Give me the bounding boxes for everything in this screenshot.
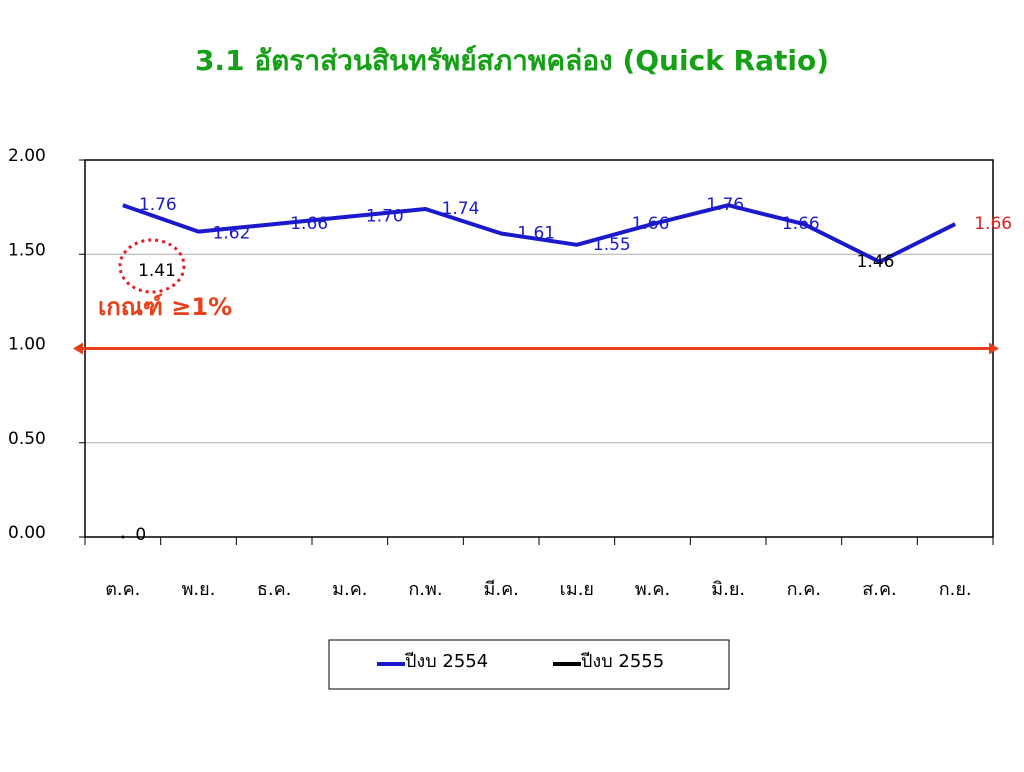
data-label: 1.74 bbox=[442, 199, 480, 219]
data-label: 1.61 bbox=[517, 224, 555, 244]
x-tick-label: ธ.ค. bbox=[257, 579, 291, 600]
annotation-circle bbox=[118, 238, 186, 294]
data-label: 1.66 bbox=[974, 214, 1012, 234]
data-label: 1.76 bbox=[706, 195, 744, 215]
y-tick-label: 1.50 bbox=[8, 240, 46, 260]
x-tick-label: ก.ย. bbox=[939, 579, 972, 600]
legend-label: ปีงบ 2554 bbox=[405, 651, 489, 672]
x-tick-label: พ.ค. bbox=[635, 579, 670, 600]
data-label: 1.46 bbox=[857, 252, 895, 272]
y-tick-label: 1.00 bbox=[8, 335, 46, 355]
data-label: 1.66 bbox=[782, 214, 820, 234]
data-label: 1.66 bbox=[632, 214, 670, 234]
threshold-label: เกณฑ์ ≥1% bbox=[98, 293, 232, 321]
x-tick-label: ส.ค. bbox=[862, 579, 896, 600]
x-tick-label: ม.ค. bbox=[332, 579, 367, 600]
x-tick-label: เม.ย bbox=[560, 579, 594, 600]
data-label: 1.62 bbox=[213, 224, 251, 244]
x-tick-label: มี.ค. bbox=[483, 579, 518, 600]
data-label: 1.76 bbox=[139, 195, 177, 215]
x-tick-label: มิ.ย. bbox=[711, 579, 745, 600]
data-label: 0 bbox=[135, 525, 146, 545]
x-tick-label: ต.ค. bbox=[105, 579, 140, 600]
chart-title: 3.1 อัตราส่วนสินทรัพย์สภาพคล่อง (Quick R… bbox=[195, 44, 829, 77]
y-tick-label: 0.00 bbox=[8, 523, 46, 543]
data-label: 1.70 bbox=[366, 207, 404, 227]
data-label: 1.66 bbox=[290, 214, 328, 234]
x-tick-label: พ.ย. bbox=[182, 579, 216, 600]
x-tick-label: ก.พ. bbox=[408, 579, 442, 600]
data-label: 1.55 bbox=[593, 235, 631, 255]
series-point bbox=[121, 535, 125, 539]
legend-label: ปีงบ 2555 bbox=[581, 651, 665, 672]
annotation: 1.41 bbox=[138, 261, 176, 281]
y-tick-label: 2.00 bbox=[8, 146, 46, 166]
x-tick-label: ก.ค. bbox=[787, 579, 821, 600]
series-line bbox=[122, 203, 957, 264]
y-tick-label: 0.50 bbox=[8, 429, 46, 449]
